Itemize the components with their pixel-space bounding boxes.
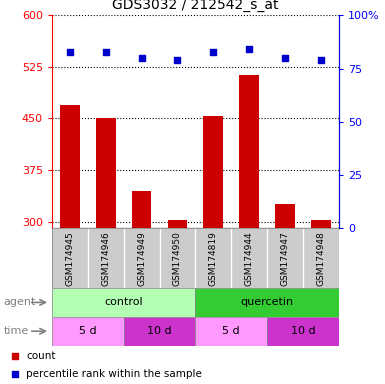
- Text: percentile rank within the sample: percentile rank within the sample: [27, 369, 203, 379]
- Title: GDS3032 / 212542_s_at: GDS3032 / 212542_s_at: [112, 0, 279, 12]
- Text: GSM174945: GSM174945: [65, 231, 74, 286]
- Point: [174, 57, 181, 63]
- Bar: [267, 317, 339, 346]
- Text: count: count: [27, 351, 56, 361]
- Bar: [195, 288, 339, 317]
- Bar: [203, 116, 223, 228]
- Bar: [275, 204, 295, 228]
- Text: GSM174949: GSM174949: [137, 231, 146, 286]
- Text: 10 d: 10 d: [147, 326, 172, 336]
- Bar: [311, 220, 331, 228]
- Point: [282, 55, 288, 61]
- Text: time: time: [4, 326, 29, 336]
- Bar: [96, 119, 115, 228]
- Point: [210, 48, 216, 55]
- Text: GSM174948: GSM174948: [316, 231, 325, 286]
- Point: [318, 57, 324, 63]
- Text: 10 d: 10 d: [291, 326, 315, 336]
- Point: [103, 48, 109, 55]
- Text: 5 d: 5 d: [79, 326, 97, 336]
- Point: [67, 48, 73, 55]
- Bar: [52, 317, 124, 346]
- Bar: [239, 75, 259, 228]
- Bar: [132, 191, 151, 228]
- Text: GSM174950: GSM174950: [173, 231, 182, 286]
- Point: [139, 55, 145, 61]
- Text: control: control: [104, 297, 143, 308]
- Point: [12, 353, 18, 359]
- Point: [246, 46, 252, 53]
- Point: [12, 371, 18, 377]
- Text: quercetin: quercetin: [241, 297, 294, 308]
- Text: 5 d: 5 d: [223, 326, 240, 336]
- Text: agent: agent: [4, 297, 36, 308]
- Text: GSM174819: GSM174819: [209, 231, 218, 286]
- Text: GSM174944: GSM174944: [244, 231, 254, 286]
- Bar: [52, 288, 195, 317]
- Text: GSM174947: GSM174947: [281, 231, 290, 286]
- Bar: [60, 105, 80, 228]
- Bar: [195, 317, 267, 346]
- Bar: [167, 220, 187, 228]
- Text: GSM174946: GSM174946: [101, 231, 110, 286]
- Bar: [124, 317, 195, 346]
